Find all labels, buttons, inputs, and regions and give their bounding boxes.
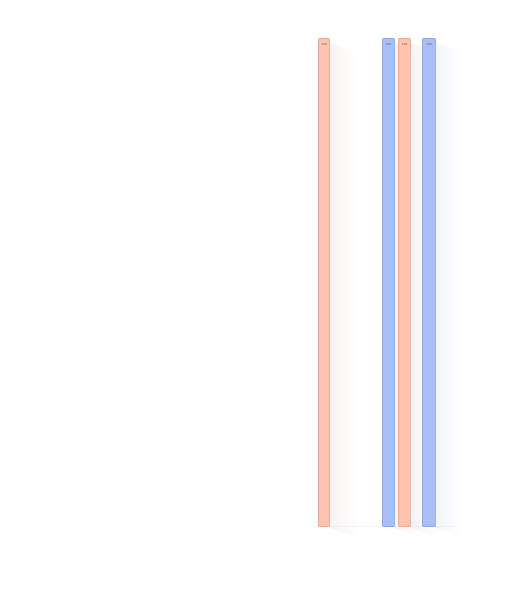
bar-3: 100 xyxy=(398,38,411,527)
bar-1: 100 xyxy=(318,38,330,527)
bar-2: 100 xyxy=(382,38,395,527)
bar-4-label: 100 xyxy=(426,42,432,46)
bar-3-label: 100 xyxy=(401,42,408,46)
bar-1-label: 100 xyxy=(321,42,327,46)
bar-4: 100 xyxy=(422,38,436,527)
bar-2-label: 100 xyxy=(385,42,392,46)
